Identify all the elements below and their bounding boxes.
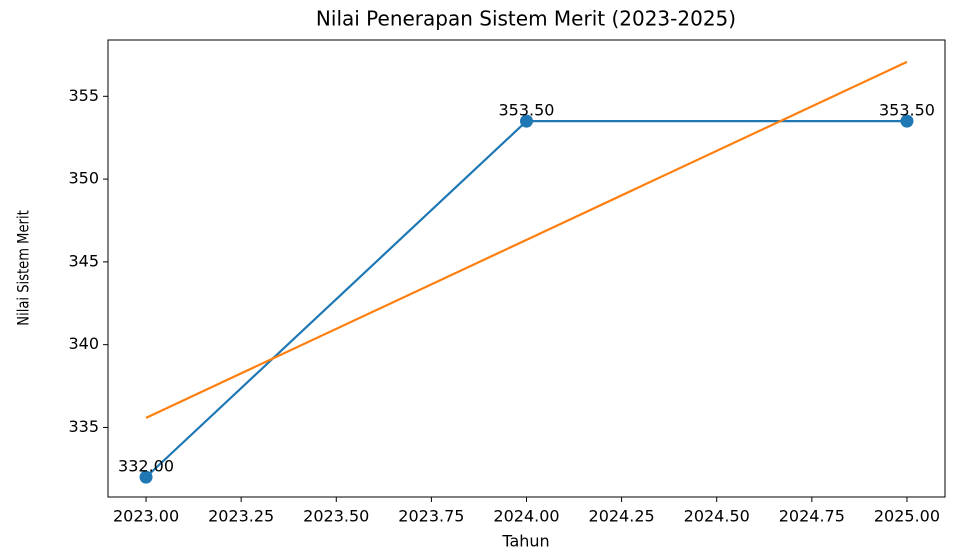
x-tick-label: 2025.00 [874,507,940,526]
y-tick-label: 335 [68,417,99,436]
y-tick-label: 345 [68,251,99,270]
x-tick-label: 2023.50 [303,507,369,526]
y-axis-label: Nilai Sistem Merit [14,210,33,326]
point [139,470,153,484]
x-axis-label: Tahun [501,532,549,551]
y-tick-label: 355 [68,86,99,105]
chart-title: Nilai Penerapan Sistem Merit (2023-2025) [316,7,736,31]
series-line [145,120,907,478]
x-tick-label: 2024.50 [684,507,750,526]
y-tick-label: 340 [68,334,99,353]
data-label: 353.50 [499,101,555,120]
data-label: 353.50 [879,101,935,120]
x-tick-label: 2023.75 [398,507,464,526]
series-line [145,60,908,419]
point [900,114,914,128]
x-tick-label: 2023.25 [208,507,274,526]
x-tick-label: 2023.00 [113,507,179,526]
point [520,114,533,128]
y-tick-label: 350 [68,169,99,188]
plot-frame [107,39,946,498]
x-tick-label: 2024.25 [589,507,655,526]
x-tick-label: 2024.00 [493,507,559,526]
x-tick-label: 2024.75 [779,507,845,526]
data-label: 332.00 [118,457,174,476]
